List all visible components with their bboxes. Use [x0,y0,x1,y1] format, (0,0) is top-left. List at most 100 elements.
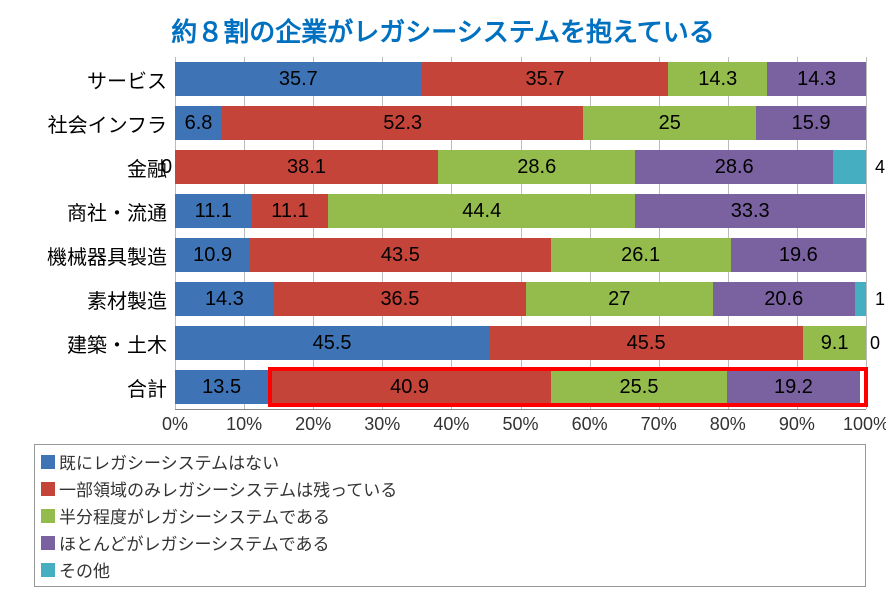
legend-item: その他 [41,557,851,582]
segment-value-label: 1.6 [875,289,886,310]
segment-value-label: 9.1 [821,332,849,355]
legend-swatch [41,536,55,550]
bar-segment: 28.6 [635,150,832,184]
segment-value-label: 52.3 [383,112,422,135]
bar-segment: 33.3 [635,194,865,228]
x-axis: 0%10%20%30%40%50%60%70%80%90%100% [175,410,866,438]
legend-item: ほとんどがレガシーシステムである [41,530,458,555]
segment-value-label: 4.8 [875,157,886,178]
legend: 既にレガシーシステムはない一部領域のみレガシーシステムは残っている半分程度がレガ… [34,444,866,587]
bar-segment: 10.9 [175,238,250,272]
bar-row: 038.128.628.64.8 [175,145,866,189]
legend-label: 既にレガシーシステムはない [59,449,279,474]
bar-row: 14.3 36.5 27 20.6 1.6 [175,277,866,321]
bar-segment: 27 [526,282,713,316]
bar-segment: 1.6 [855,282,866,316]
bar-segment: 35.7 [422,62,669,96]
legend-swatch [41,482,55,496]
segment-value-label: 15.9 [792,112,831,135]
bars-container: 35.735.714.314.36.852.32515.9038.128.628… [175,57,866,409]
segment-value-label: 35.7 [279,68,318,91]
x-tick-label: 20% [295,414,331,435]
segment-value-label: 19.2 [774,376,813,399]
legend-swatch [41,509,55,523]
segment-value-label: 28.6 [715,156,754,179]
bar-segment: 19.6 [731,238,866,272]
category-label: 合計 [20,365,175,409]
bar-row: 13.5 40.9 25.5 19.2 [175,365,866,409]
segment-value-label: 19.6 [779,244,818,267]
category-label: 機械器具製造 [20,233,175,277]
x-tick-label: 40% [433,414,469,435]
bar-segment: 45.5 [489,326,803,360]
bar-segment: 25.5 [551,370,727,404]
x-tick-label: 0% [162,414,188,435]
bar-segment: 20.6 [713,282,855,316]
x-tick-label: 80% [710,414,746,435]
segment-value-label: 44.4 [462,200,501,223]
gridline [866,57,867,409]
category-label: サービス [20,57,175,101]
segment-value-label: 25.5 [620,376,659,399]
bar-segment: 9.1 [803,326,866,360]
legend-item: 既にレガシーシステムはない [41,449,442,474]
legend-item: 一部領域のみレガシーシステムは残っている [41,476,458,501]
category-label: 金融 [20,145,175,189]
legend-label: 半分程度がレガシーシステムである [59,503,330,528]
bar-row: 11.1 11.1 44.4 33.3 [175,189,866,233]
segment-value-label: 25 [659,112,681,135]
bar-segment: 28.6 [438,150,635,184]
legend-swatch [41,563,55,577]
x-tick-label: 10% [226,414,262,435]
bar-segment: 38.1 [175,150,438,184]
bar-segment: 19.2 [727,370,860,404]
bar-segment: 35.7 [175,62,422,96]
bar-segment: 44.4 [328,194,635,228]
segment-value-label: 33.3 [731,200,770,223]
segment-value-label: 26.1 [621,244,660,267]
segment-value-label: 10.9 [193,244,232,267]
legend-label: 一部領域のみレガシーシステムは残っている [59,476,397,501]
x-tick-label: 100% [843,414,886,435]
segment-value-label: 14.3 [797,68,836,91]
segment-value-label: 20.6 [764,288,803,311]
category-label: 建築・土木 [20,321,175,365]
legend-label: ほとんどがレガシーシステムである [59,530,329,555]
segment-value-label: 0 [161,156,172,179]
bar-segment: 4.8 [833,150,866,184]
bar-segment: 25 [583,106,756,140]
segment-value-label: 45.5 [313,332,352,355]
x-tick-label: 50% [502,414,538,435]
segment-value-label: 6.8 [185,112,213,135]
segment-value-label: 14.3 [205,288,244,311]
bar-segment: 26.1 [551,238,731,272]
legend-label: その他 [59,557,110,582]
bar-row: 10.9 43.5 26.1 19.6 [175,233,866,277]
y-axis-labels: サービス社会インフラ金融商社・流通機械器具製造素材製造建築・土木合計 [20,57,175,410]
x-tick-label: 70% [641,414,677,435]
bar-row: 35.735.714.314.3 [175,57,866,101]
bar-segment: 43.5 [250,238,550,272]
bar-segment: 15.9 [756,106,866,140]
bar-segment: 11.1 [252,194,329,228]
segment-value-label: 43.5 [381,244,420,267]
segment-value-label: 13.5 [202,376,241,399]
segment-value-label: 0 [870,333,880,354]
segment-value-label: 40.9 [390,376,429,399]
bar-segment: 52.3 [222,106,583,140]
bar-segment: 11.1 [175,194,252,228]
chart-area: サービス社会インフラ金融商社・流通機械器具製造素材製造建築・土木合計 35.7 3… [20,57,866,410]
segment-value-label: 28.6 [517,156,556,179]
bar-segment: 14.3 [767,62,866,96]
segment-value-label: 27 [608,288,630,311]
legend-item: 半分程度がレガシーシステムである [41,503,442,528]
segment-value-label: 36.5 [380,288,419,311]
bar-segment: 14.3 [668,62,767,96]
chart-title: 約８割の企業がレガシーシステムを抱えている [20,12,866,49]
segment-value-label: 11.1 [195,200,232,223]
segment-value-label: 38.1 [287,156,326,179]
bar-segment: 6.8 [175,106,222,140]
bar-segment: 36.5 [274,282,526,316]
plot-area: 35.735.714.314.36.852.32515.9038.128.628… [175,57,866,410]
bar-segment: 45.5 [175,326,489,360]
